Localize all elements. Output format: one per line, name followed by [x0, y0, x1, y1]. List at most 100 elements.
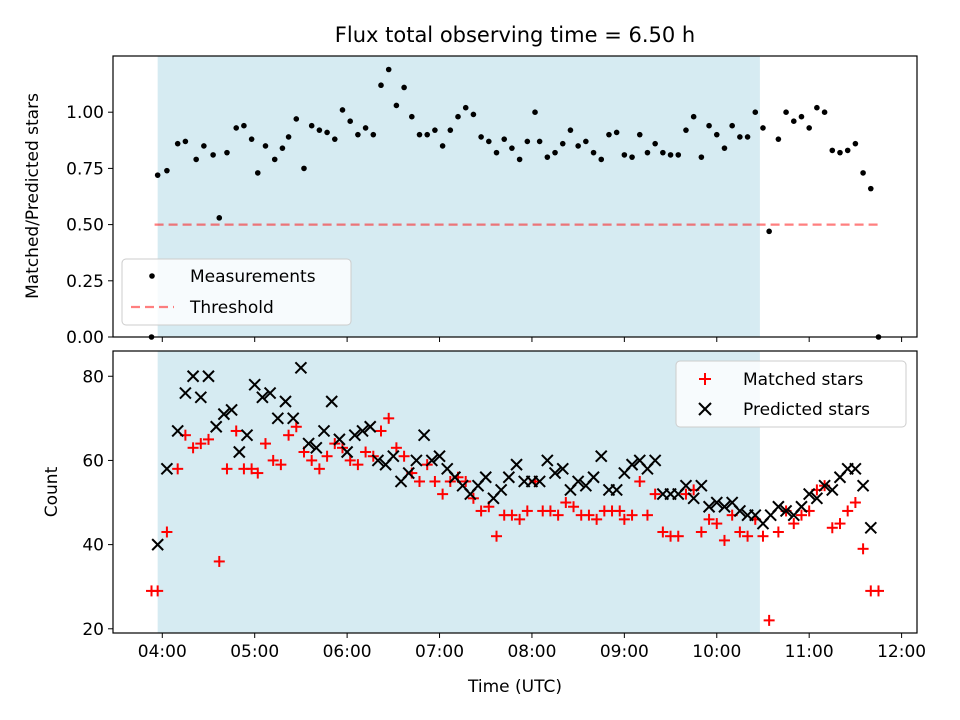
- x-tick-label: 06:00: [323, 642, 372, 662]
- matched-star-point: [552, 509, 564, 521]
- x-tick-label: 07:00: [415, 642, 464, 662]
- measurement-point: [248, 136, 255, 142]
- matched-star-point: [842, 505, 854, 517]
- matched-star-point: [230, 425, 242, 437]
- measurement-point: [844, 147, 851, 154]
- predicted-star-point: [533, 475, 546, 488]
- ratio-legend-box: [121, 258, 352, 326]
- measurement-point: [501, 136, 508, 142]
- predicted-star-point: [387, 450, 400, 463]
- predicted-star-point: [209, 420, 223, 433]
- measurement-point: [493, 149, 500, 156]
- measurement-point: [766, 228, 772, 235]
- matched-star-point: [172, 463, 184, 475]
- predicted-star-point: [217, 407, 231, 421]
- predicted-star-point: [240, 428, 254, 442]
- measurement-point: [829, 147, 836, 154]
- ratio-y-axis-label: Matched/Predicted stars: [23, 93, 43, 299]
- matched-star-point: [437, 488, 449, 500]
- measurement-point: [667, 152, 674, 158]
- predicted-star-point: [348, 428, 362, 442]
- matched-star-point: [834, 518, 846, 530]
- x-tick-label: 05:00: [230, 642, 279, 662]
- y-tick-label: 20: [82, 620, 104, 640]
- matched-star-point: [187, 442, 199, 454]
- predicted-star-point: [587, 471, 600, 484]
- matched-star-point: [763, 614, 775, 626]
- predicted-star-point: [810, 492, 824, 505]
- y-tick-label: 0.25: [66, 272, 104, 292]
- y-tick-label: 1.00: [66, 103, 104, 123]
- x-tick-label: 10:00: [692, 642, 741, 662]
- predicted-star-point: [371, 454, 385, 467]
- predicted-star-point: [795, 500, 808, 513]
- matched-star-point: [390, 442, 402, 454]
- predicted-star-point: [556, 462, 569, 476]
- measurement-point: [867, 185, 874, 192]
- matched-star-point: [718, 534, 730, 546]
- measurement-point: [486, 138, 492, 145]
- matched-star-point: [429, 475, 441, 487]
- measurement-point: [783, 109, 789, 115]
- matched-star-point: [583, 509, 595, 521]
- matched-star-point: [360, 446, 372, 458]
- matched-star-point: [275, 459, 287, 471]
- measurement-point: [613, 129, 620, 136]
- predicted-star-point: [818, 479, 831, 492]
- measurement-point: [182, 138, 189, 145]
- matched-star-point: [521, 505, 533, 517]
- measurement-point: [852, 140, 859, 147]
- legend-threshold-label: Threshold: [189, 298, 274, 318]
- predicted-star-point: [248, 378, 261, 391]
- predicted-star-point: [325, 395, 338, 408]
- predicted-star-point: [410, 454, 423, 467]
- predicted-star-point: [687, 492, 700, 505]
- y-tick-label: 0.75: [66, 159, 104, 179]
- count-y-ticks: 20 40 60 80: [82, 367, 113, 640]
- ratio-panel: 0.00 0.25 0.50 0.75 1.00 Flux total observin…: [23, 23, 918, 348]
- predicted-star-point: [772, 500, 785, 513]
- matched-star-point: [626, 509, 638, 521]
- predicted-star-point: [364, 420, 377, 433]
- matched-star-point: [252, 467, 264, 479]
- measurement-point: [552, 149, 558, 156]
- measurement-point: [416, 131, 423, 138]
- matched-star-point: [152, 585, 164, 597]
- measurement-point: [324, 129, 330, 136]
- measurement-point: [583, 138, 589, 145]
- measurement-point: [621, 152, 628, 158]
- measurement-point: [316, 127, 323, 133]
- matched-star-point: [195, 438, 207, 450]
- matched-star-point: [742, 530, 754, 542]
- y-tick-label: 60: [82, 451, 104, 471]
- predicted-star-point: [425, 454, 439, 467]
- matched-star-point: [544, 505, 556, 517]
- predicted-star-point: [648, 454, 662, 467]
- matched-star-point: [221, 463, 233, 475]
- ratio-legend: Measurements Threshold: [121, 258, 352, 326]
- measurement-point: [713, 131, 720, 138]
- predicted-star-point: [279, 395, 292, 408]
- measurement-point: [216, 215, 223, 221]
- y-tick-label: 0.00: [66, 328, 104, 348]
- matched-star-point: [711, 518, 723, 530]
- matched-star-point: [560, 497, 572, 509]
- matched-star-point: [506, 509, 518, 521]
- measurement-point: [331, 136, 338, 142]
- measurement-point: [524, 138, 531, 145]
- matched-star-point: [872, 585, 884, 597]
- matched-star-point: [352, 459, 364, 471]
- measurement-point: [210, 152, 216, 158]
- measurement-point: [224, 149, 230, 156]
- measurement-point: [760, 125, 766, 131]
- matched-star-point: [514, 513, 526, 525]
- measurement-point: [301, 165, 307, 172]
- count-panel: 20 40 60 80 04:00 05:00 06:00 07:00 08:00 09:00 1…: [42, 350, 926, 697]
- measurement-point: [660, 149, 666, 156]
- predicted-star-point: [856, 479, 870, 492]
- measurement-point: [559, 140, 566, 147]
- predicted-star-point: [510, 458, 523, 471]
- matched-star-point: [259, 438, 271, 450]
- matched-star-point: [703, 513, 715, 525]
- measurement-point: [154, 172, 161, 178]
